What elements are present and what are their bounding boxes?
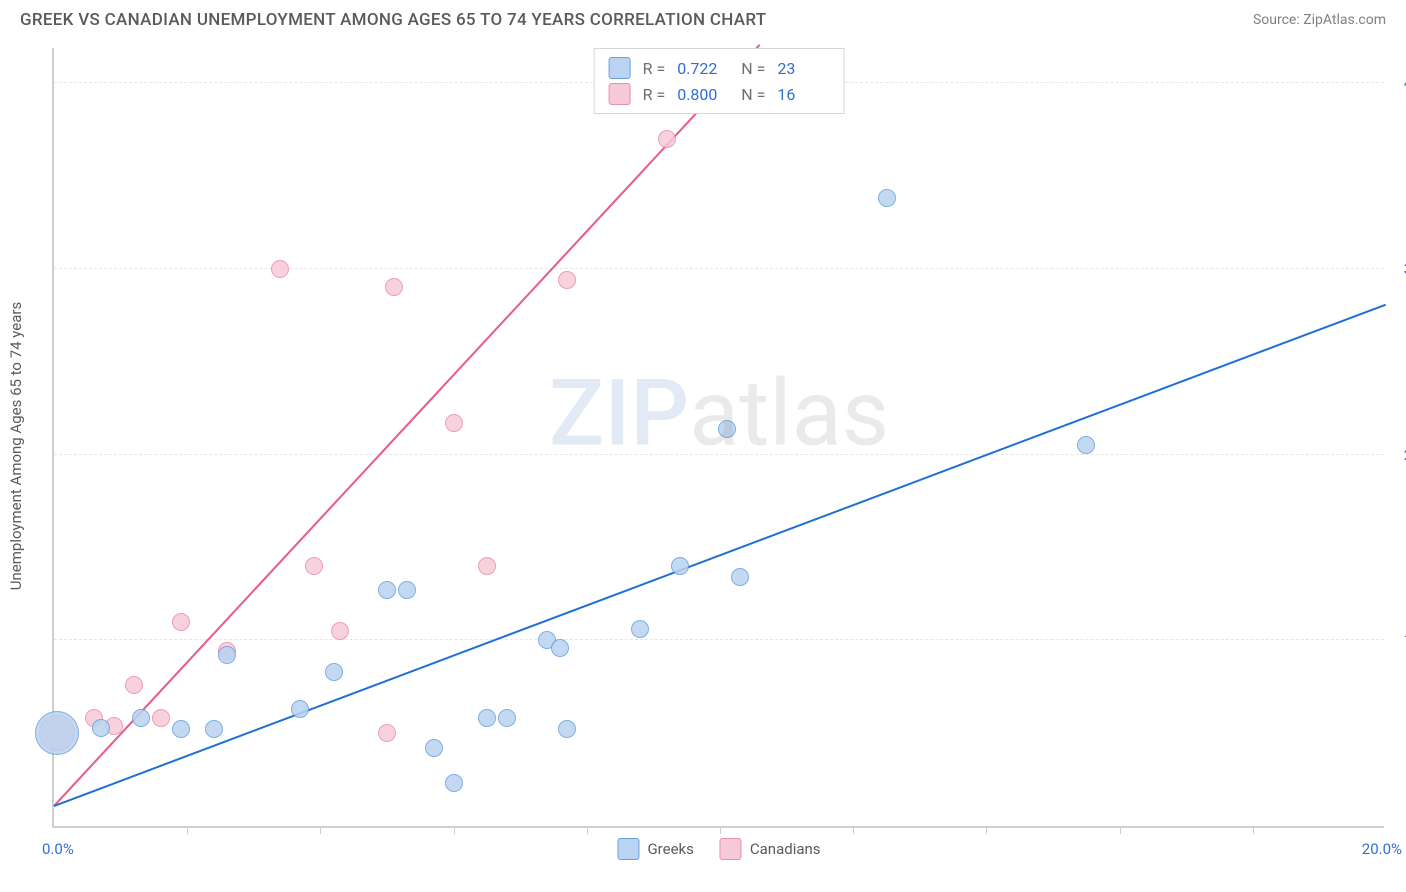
stat-r-label: R = bbox=[643, 59, 666, 78]
data-point-greeks bbox=[425, 739, 443, 757]
data-point-greeks bbox=[218, 646, 236, 664]
data-point-greeks bbox=[558, 720, 576, 738]
data-point-greeks bbox=[325, 663, 343, 681]
x-tick bbox=[587, 826, 588, 834]
legend-swatch-canadians bbox=[720, 838, 742, 860]
data-point-greeks bbox=[291, 700, 309, 718]
legend-item-canadians: Canadians bbox=[720, 838, 821, 860]
data-point-greeks bbox=[132, 709, 150, 727]
x-axis-max-label: 20.0% bbox=[1362, 840, 1402, 858]
data-point-greeks bbox=[398, 581, 416, 599]
legend-stats: R = 0.722 N = 23 R = 0.800 N = 16 bbox=[594, 48, 845, 114]
x-tick bbox=[1253, 826, 1254, 834]
stat-r-value-greeks: 0.722 bbox=[677, 59, 729, 78]
source-label: Source: ZipAtlas.com bbox=[1253, 12, 1386, 28]
data-point-canadians bbox=[658, 130, 676, 148]
stat-n-value-canadians: 16 bbox=[777, 85, 829, 104]
data-point-canadians bbox=[378, 724, 396, 742]
gridline bbox=[54, 639, 1384, 640]
x-tick bbox=[853, 826, 854, 834]
data-point-greeks bbox=[718, 420, 736, 438]
data-point-canadians bbox=[385, 278, 403, 296]
watermark: ZIPatlas bbox=[549, 360, 889, 467]
y-tick-label: 10.0% bbox=[1389, 631, 1406, 649]
legend-series: Greeks Canadians bbox=[617, 838, 820, 860]
legend-label-canadians: Canadians bbox=[750, 840, 821, 858]
legend-stats-row-greeks: R = 0.722 N = 23 bbox=[609, 55, 830, 81]
chart-title: GREEK VS CANADIAN UNEMPLOYMENT AMONG AGE… bbox=[20, 10, 766, 30]
trend-line bbox=[54, 304, 1387, 807]
legend-swatch-greeks bbox=[617, 838, 639, 860]
legend-swatch-greeks bbox=[609, 57, 631, 79]
data-point-greeks bbox=[35, 711, 79, 755]
stat-n-label: N = bbox=[741, 85, 765, 104]
trend-line bbox=[53, 44, 761, 807]
watermark-zip: ZIP bbox=[549, 360, 689, 467]
legend-stats-row-canadians: R = 0.800 N = 16 bbox=[609, 81, 830, 107]
x-tick bbox=[320, 826, 321, 834]
data-point-greeks bbox=[878, 189, 896, 207]
data-point-canadians bbox=[172, 613, 190, 631]
gridline bbox=[54, 268, 1384, 269]
x-axis-min-label: 0.0% bbox=[42, 840, 74, 858]
x-tick bbox=[187, 826, 188, 834]
legend-swatch-canadians bbox=[609, 83, 631, 105]
data-point-greeks bbox=[478, 709, 496, 727]
data-point-canadians bbox=[305, 557, 323, 575]
x-tick bbox=[454, 826, 455, 834]
data-point-greeks bbox=[205, 720, 223, 738]
data-point-greeks bbox=[671, 557, 689, 575]
data-point-greeks bbox=[378, 581, 396, 599]
data-point-greeks bbox=[498, 709, 516, 727]
data-point-canadians bbox=[331, 622, 349, 640]
y-tick-label: 30.0% bbox=[1389, 260, 1406, 278]
stat-r-label: R = bbox=[643, 85, 666, 104]
data-point-canadians bbox=[445, 414, 463, 432]
data-point-greeks bbox=[631, 620, 649, 638]
stat-r-value-canadians: 0.800 bbox=[677, 85, 729, 104]
data-point-canadians bbox=[125, 676, 143, 694]
gridline bbox=[54, 454, 1384, 455]
x-tick bbox=[986, 826, 987, 834]
data-point-greeks bbox=[731, 568, 749, 586]
data-point-canadians bbox=[152, 709, 170, 727]
data-point-greeks bbox=[172, 720, 190, 738]
chart-plot-area: ZIPatlas R = 0.722 N = 23 R = 0.800 N = … bbox=[52, 48, 1384, 828]
data-point-canadians bbox=[558, 271, 576, 289]
legend-item-greeks: Greeks bbox=[617, 838, 693, 860]
legend-label-greeks: Greeks bbox=[647, 840, 693, 858]
y-tick-label: 20.0% bbox=[1389, 446, 1406, 464]
stat-n-label: N = bbox=[741, 59, 765, 78]
y-axis-title: Unemployment Among Ages 65 to 74 years bbox=[7, 302, 25, 590]
data-point-greeks bbox=[445, 774, 463, 792]
data-point-greeks bbox=[551, 639, 569, 657]
x-tick bbox=[720, 826, 721, 834]
data-point-greeks bbox=[92, 719, 110, 737]
stat-n-value-greeks: 23 bbox=[777, 59, 829, 78]
data-point-greeks bbox=[1077, 436, 1095, 454]
y-tick-label: 40.0% bbox=[1389, 74, 1406, 92]
x-tick bbox=[1120, 826, 1121, 834]
data-point-canadians bbox=[271, 260, 289, 278]
data-point-canadians bbox=[478, 557, 496, 575]
watermark-atlas: atlas bbox=[689, 360, 889, 467]
